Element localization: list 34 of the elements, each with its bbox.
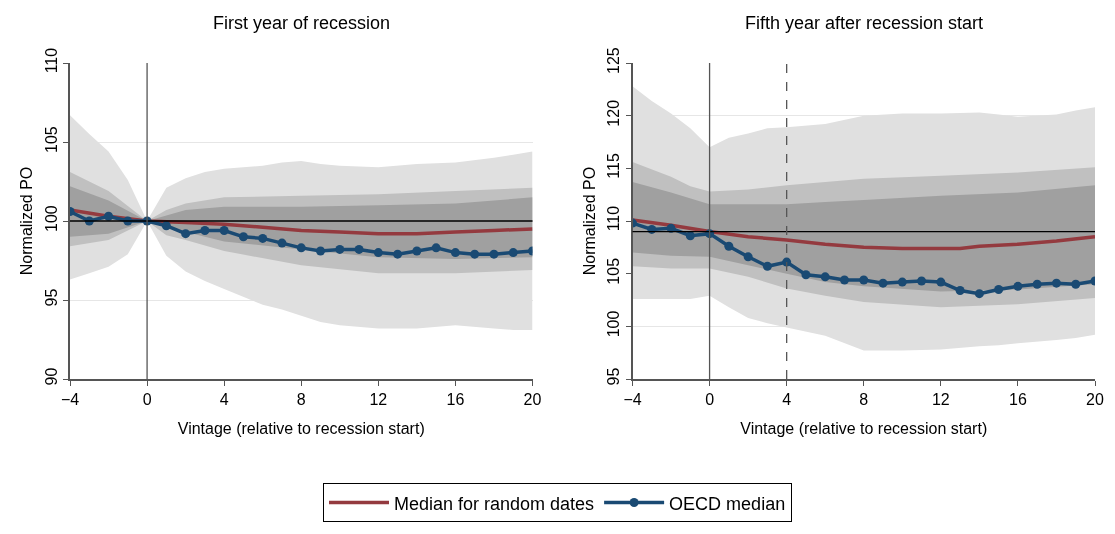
x-tick-label: 8 xyxy=(296,390,306,408)
x-tick-label: 0 xyxy=(705,390,715,408)
x-axis-title: Vintage (relative to recession start) xyxy=(177,420,425,438)
x-tick-label: 12 xyxy=(931,390,950,408)
y-tick-label: 115 xyxy=(605,153,623,179)
x-tick-label: 4 xyxy=(782,390,792,408)
legend-label: Median for random dates xyxy=(394,493,595,514)
x-tick-label: 0 xyxy=(142,390,152,408)
x-tick-label: −4 xyxy=(623,390,642,408)
y-tick-label: 90 xyxy=(42,367,60,386)
x-tick-label: −4 xyxy=(60,390,80,408)
y-axis-title: Normalized PO xyxy=(18,166,36,276)
x-tick-label: 4 xyxy=(219,390,229,408)
y-tick-label: 100 xyxy=(42,205,60,232)
x-tick-label: 16 xyxy=(1009,390,1027,408)
y-tick-label: 125 xyxy=(605,47,623,74)
legend-label: OECD median xyxy=(669,493,786,514)
x-tick-label: 20 xyxy=(523,390,542,408)
x-tick-label: 12 xyxy=(369,390,388,408)
y-tick-label: 100 xyxy=(605,310,623,338)
y-tick-label: 110 xyxy=(42,47,60,74)
x-tick-label: 16 xyxy=(446,390,465,408)
y-axis-title: Normalized PO xyxy=(580,166,598,276)
y-tick-label: 95 xyxy=(605,367,623,386)
x-tick-label: 8 xyxy=(859,390,869,408)
y-tick-label: 105 xyxy=(605,257,623,285)
x-axis-title: Vintage (relative to recession start) xyxy=(740,420,988,438)
y-tick-label: 105 xyxy=(42,126,60,153)
chart-title: Fifth year after recession start xyxy=(745,13,984,33)
y-tick-label: 95 xyxy=(42,288,60,307)
chart-title: First year of recession xyxy=(213,13,391,33)
y-tick-label: 120 xyxy=(605,99,623,127)
x-tick-label: 20 xyxy=(1086,390,1104,408)
y-tick-label: 110 xyxy=(605,205,623,232)
